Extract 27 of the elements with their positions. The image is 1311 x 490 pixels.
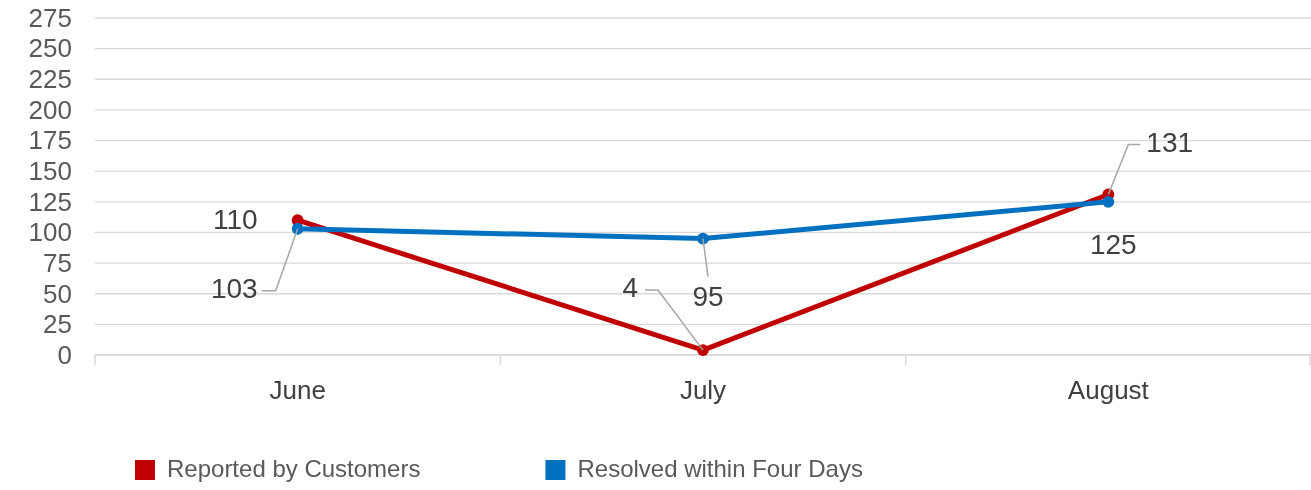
data-label: 95 xyxy=(692,280,724,312)
x-tick-label: July xyxy=(679,375,727,406)
point xyxy=(697,344,709,356)
legend-label: Resolved within Four Days xyxy=(577,455,863,483)
data-label: 110 xyxy=(213,203,258,235)
y-tick-label: 100 xyxy=(28,217,72,248)
x-tick-label: June xyxy=(269,375,326,406)
y-tick-label: 250 xyxy=(28,33,72,64)
point xyxy=(697,232,709,245)
y-tick-label: 125 xyxy=(28,186,72,217)
data-label: 103 xyxy=(210,273,258,305)
y-tick-label: 150 xyxy=(28,156,72,186)
data-label: 131 xyxy=(1146,126,1194,158)
y-tick-label: 225 xyxy=(28,64,72,95)
point xyxy=(1102,195,1115,208)
x-tick-label: August xyxy=(1067,375,1150,406)
y-tick-label: 25 xyxy=(43,309,72,340)
data-label: 4 xyxy=(622,272,638,304)
y-tick-label: 50 xyxy=(43,278,72,309)
point xyxy=(291,222,304,235)
y-tick-label: 75 xyxy=(43,247,72,278)
legend-label: Reported by Customers xyxy=(167,455,421,483)
data-label: 125 xyxy=(1089,229,1137,261)
y-tick-label: 200 xyxy=(28,94,72,125)
y-tick-label: 175 xyxy=(28,125,72,156)
y-tick-label: 0 xyxy=(57,339,72,370)
y-tick-label: 275 xyxy=(28,2,72,33)
